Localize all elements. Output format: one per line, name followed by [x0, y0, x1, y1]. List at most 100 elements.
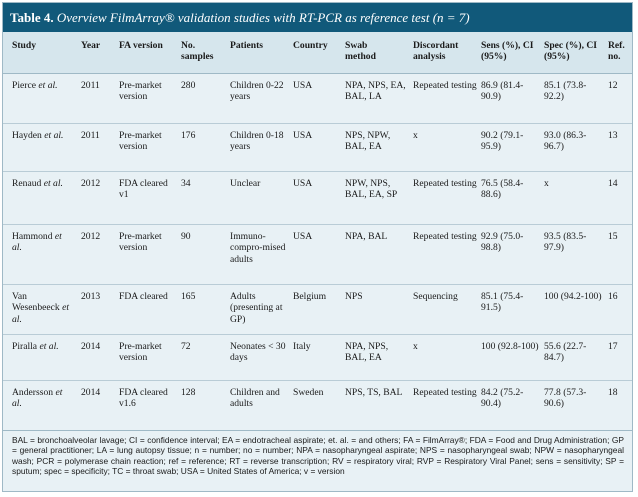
study-etal: et al. [38, 80, 58, 91]
header-year: Year [81, 40, 101, 51]
cell-samples: 165 [181, 291, 196, 302]
cell-study: Piralla et al. [12, 341, 72, 352]
table-header: Study Year FA version No. samples Patien… [3, 32, 632, 74]
cell-discordant: Repeated testing [413, 387, 477, 398]
cell-year: 2012 [81, 231, 101, 242]
cell-sens: 100 (92.8-100) [481, 341, 539, 352]
header-patients: Patients [230, 40, 264, 51]
study-etal: et al. [44, 130, 64, 141]
cell-samples: 90 [181, 231, 191, 242]
cell-country: USA [293, 231, 313, 242]
study-etal: et al. [43, 178, 63, 189]
table-title: Table 4. Overview FilmArray® validation … [3, 3, 632, 32]
cell-patients: Children 0-22 years [230, 80, 284, 103]
study-etal: et al. [39, 341, 59, 352]
cell-swab: NPS, NPW, BAL, EA [345, 130, 391, 153]
cell-year: 2014 [81, 341, 101, 352]
table-footnote: BAL = bronchoalveolar lavage; CI = confi… [12, 435, 624, 477]
cell-spec: 85.1 (73.8-92.2) [544, 80, 587, 103]
cell-patients: Unclear [230, 178, 261, 189]
cell-fa-version: FDA cleared v1.6 [119, 387, 168, 410]
header-samples: No. samples [181, 40, 214, 63]
cell-samples: 280 [181, 80, 196, 91]
cell-patients: Immuno-compro-mised adults [230, 231, 286, 265]
cell-discordant: Repeated testing [413, 231, 477, 242]
cell-fa-version: FDA cleared v1 [119, 178, 168, 201]
cell-spec: 93.5 (83.5-97.9) [544, 231, 587, 254]
cell-samples: 34 [181, 178, 191, 189]
header-fa-version: FA version [119, 40, 163, 51]
cell-country: Sweden [293, 387, 324, 398]
cell-year: 2012 [81, 178, 101, 189]
study-author: Hammond [12, 231, 53, 242]
table-row: Andersson et al. 2014 FDA cleared v1.6 1… [3, 381, 632, 431]
cell-country: Italy [293, 341, 311, 352]
study-author: Renaud [12, 178, 42, 189]
table-row: Hayden et al. 2011 Pre-market version 17… [3, 124, 632, 172]
cell-samples: 72 [181, 341, 191, 352]
header-country: Country [293, 40, 328, 51]
cell-year: 2011 [81, 80, 100, 91]
cell-ref: 13 [608, 130, 618, 141]
cell-samples: 128 [181, 387, 196, 398]
cell-country: USA [293, 130, 313, 141]
cell-spec: 77.8 (57.3-90.6) [544, 387, 587, 410]
study-etal: et al. [12, 231, 62, 254]
table-row: Van Wesenbeeck et al. 2013 FDA cleared 1… [3, 285, 632, 335]
cell-year: 2011 [81, 130, 100, 141]
cell-study: Hammond et al. [12, 231, 72, 254]
study-author: Andersson [12, 387, 54, 398]
cell-fa-version: FDA cleared [119, 291, 168, 302]
cell-sens: 76.5 (58.4-88.6) [481, 178, 524, 201]
cell-discordant: x [413, 130, 418, 141]
table-caption: Overview FilmArray® validation studies w… [56, 10, 470, 25]
table-row: Piralla et al. 2014 Pre-market version 7… [3, 335, 632, 381]
cell-swab: NPA, NPS, EA, BAL, LA [345, 80, 406, 103]
cell-sens: 86.9 (81.4-90.9) [481, 80, 524, 103]
cell-sens: 85.1 (75.4-91.5) [481, 291, 524, 314]
cell-country: Belgium [293, 291, 327, 302]
cell-swab: NPS [345, 291, 363, 302]
cell-sens: 92.9 (75.0-98.8) [481, 231, 524, 254]
cell-year: 2013 [81, 291, 101, 302]
cell-discordant: Repeated testing [413, 178, 477, 189]
cell-study: Renaud et al. [12, 178, 72, 189]
cell-ref: 16 [608, 291, 618, 302]
header-spec: Spec (%), CI (95%) [544, 40, 598, 63]
cell-spec: 100 (94.2-100) [544, 291, 602, 302]
table-label: Table 4. [10, 10, 54, 25]
cell-swab: NPW, NPS, BAL, EA, SP [345, 178, 398, 201]
cell-ref: 12 [608, 80, 618, 91]
cell-study: Van Wesenbeeck et al. [12, 291, 72, 325]
study-etal: et al. [12, 302, 70, 325]
study-author: Pierce [12, 80, 36, 91]
header-discordant: Discordant analysis [413, 40, 459, 63]
cell-patients: Adults (presenting at GP) [230, 291, 283, 325]
cell-ref: 17 [608, 341, 618, 352]
cell-spec: x [544, 178, 549, 189]
cell-patients: Children and adults [230, 387, 280, 410]
cell-ref: 14 [608, 178, 618, 189]
header-swab: Swab method [345, 40, 376, 63]
cell-discordant: Repeated testing [413, 80, 477, 91]
table-row: Pierce et al. 2011 Pre-market version 28… [3, 74, 632, 124]
cell-study: Andersson et al. [12, 387, 72, 410]
cell-swab: NPA, NPS, BAL, EA [345, 341, 389, 364]
table-row: Renaud et al. 2012 FDA cleared v1 34 Unc… [3, 172, 632, 225]
study-author: Hayden [12, 130, 42, 141]
cell-ref: 18 [608, 387, 618, 398]
cell-ref: 15 [608, 231, 618, 242]
cell-patients: Children 0-18 years [230, 130, 284, 153]
cell-spec: 55.6 (22.7-84.7) [544, 341, 587, 364]
header-ref: Ref. no. [608, 40, 625, 63]
cell-swab: NPA, BAL [345, 231, 388, 242]
cell-samples: 176 [181, 130, 196, 141]
cell-year: 2014 [81, 387, 101, 398]
header-study: Study [12, 40, 36, 51]
cell-fa-version: Pre-market version [119, 341, 162, 364]
cell-fa-version: Pre-market version [119, 130, 162, 153]
cell-fa-version: Pre-market version [119, 231, 162, 254]
cell-study: Hayden et al. [12, 130, 72, 141]
cell-sens: 90.2 (79.1-95.9) [481, 130, 524, 153]
cell-patients: Neonates < 30 days [230, 341, 286, 364]
